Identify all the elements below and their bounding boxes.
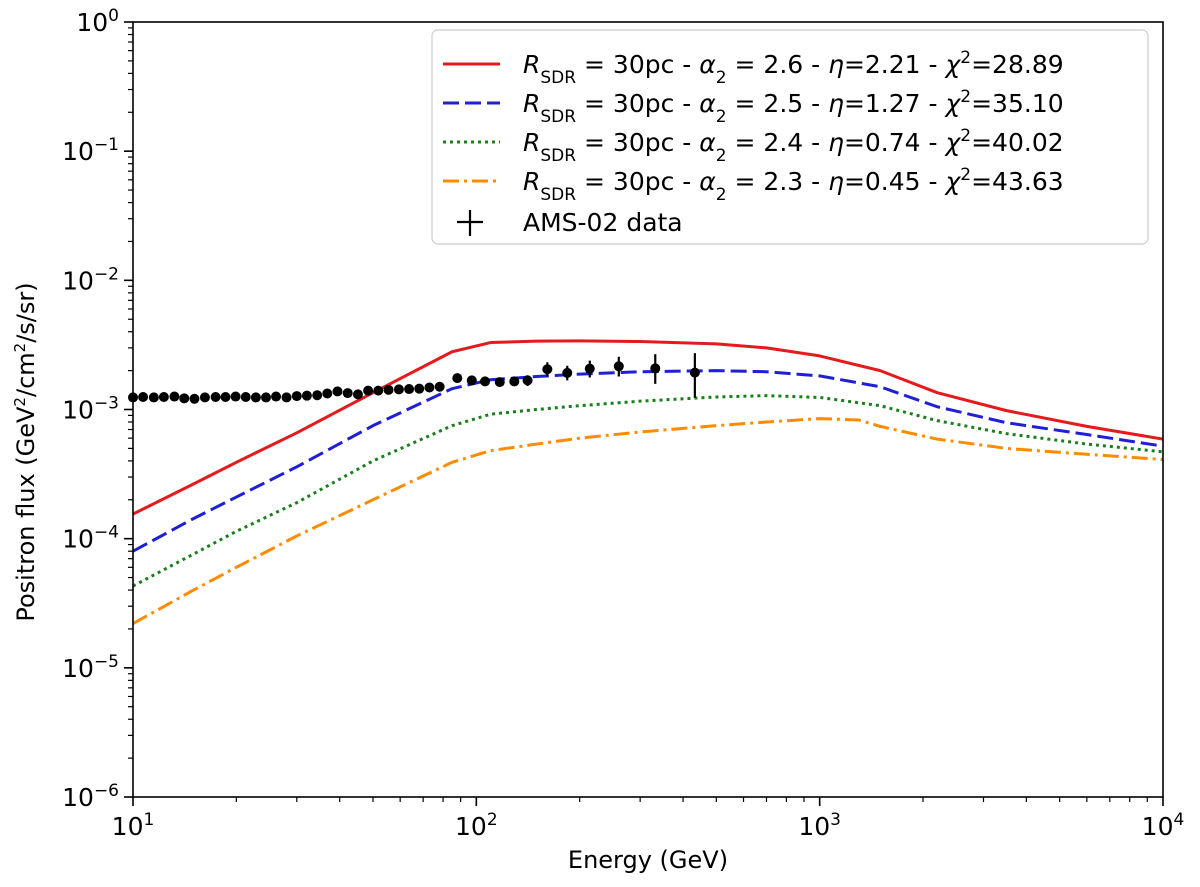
- x-tick-label: 104: [1142, 810, 1185, 841]
- ams-data-point: [312, 390, 323, 401]
- y-axis-label-sup2: 2: [11, 343, 29, 353]
- ams-data-point: [404, 384, 415, 395]
- ams-data-point: [230, 391, 241, 402]
- ams-data-point: [509, 376, 520, 387]
- ams-data-point: [179, 393, 190, 404]
- ams-data-point: [301, 390, 312, 401]
- ams-data-point: [584, 363, 595, 374]
- legend-entry-1: RSDR = 30pc - α2 = 2.6 - η=2.21 - χ2=28.…: [443, 48, 1064, 88]
- ams-data-point: [650, 363, 661, 374]
- legend-frame: [431, 29, 1149, 245]
- ams-data-point: [542, 364, 553, 375]
- y-tick-label: 10−1: [62, 135, 119, 166]
- ams-data-point: [522, 375, 533, 386]
- y-axis-label-prefix: Positron flux (GeV: [12, 406, 40, 622]
- series-line-2: [133, 369, 1163, 553]
- ams-data-point: [169, 391, 180, 402]
- ams-data-point: [494, 377, 505, 388]
- legend-entry-4: RSDR = 30pc - α2 = 2.3 - η=0.45 - χ2=43.…: [443, 165, 1064, 205]
- ams-data-point: [613, 361, 624, 372]
- axes: 101 102 103 104 10−6 10−5 10−4 10−3 10−2 10−1 100: [62, 6, 1184, 841]
- legend-entries: RSDR = 30pc - α2 = 2.6 - η=2.21 - χ2=28.…: [443, 48, 1064, 205]
- ams-data-point: [562, 367, 573, 378]
- ams-data-point: [271, 391, 282, 402]
- ams-data-point: [342, 388, 353, 399]
- ams-data-point: [240, 391, 251, 402]
- y-tick-label: 10−4: [62, 523, 119, 554]
- x-tick-label: 101: [112, 810, 155, 841]
- series-line-4: [133, 417, 1163, 625]
- legend-label: RSDR = 30pc - α2 = 2.4 - η=0.74 - χ2=40.…: [523, 126, 1064, 166]
- ams-data-point: [393, 384, 404, 395]
- ams-data-point: [352, 389, 363, 400]
- x-tick-label: 103: [798, 810, 841, 841]
- ams-data-point: [414, 383, 425, 394]
- ams-data-point: [373, 385, 384, 396]
- ams-data-point: [210, 391, 221, 402]
- x-axis-label: Energy (GeV): [568, 846, 728, 874]
- ams-data-point: [322, 388, 333, 399]
- ams-data-point: [250, 392, 261, 403]
- y-axis-label: Positron flux (GeV2/cm2/s/sr): [11, 282, 40, 621]
- ams-data-point: [689, 367, 700, 378]
- ams-data-point: [480, 376, 491, 387]
- series-line-3: [133, 394, 1163, 588]
- y-axis-label-sup1: 2: [11, 397, 29, 407]
- legend-ams-label: AMS-02 data: [523, 208, 683, 237]
- ams-data-point: [138, 391, 149, 402]
- legend-label: RSDR = 30pc - α2 = 2.3 - η=0.45 - χ2=43.…: [523, 165, 1064, 205]
- x-tick-label: 102: [455, 810, 498, 841]
- ams-data-point: [383, 384, 394, 395]
- ams-data-point: [148, 392, 159, 403]
- ams-data-point: [199, 392, 210, 403]
- ams-data-point: [466, 375, 477, 386]
- y-tick-label: 10−3: [62, 394, 119, 425]
- y-tick-label: 10−2: [62, 264, 119, 295]
- series-layer: [133, 339, 1163, 625]
- ams-data-point: [189, 393, 200, 404]
- ams-data-point: [332, 386, 343, 397]
- y-axis-label-mid: /cm: [12, 352, 40, 397]
- legend-entry-2: RSDR = 30pc - α2 = 2.5 - η=1.27 - χ2=35.…: [443, 87, 1064, 127]
- y-tick-label: 10−6: [62, 781, 119, 812]
- legend-label: RSDR = 30pc - α2 = 2.6 - η=2.21 - χ2=28.…: [523, 48, 1064, 88]
- ams-data-points: [128, 353, 700, 404]
- y-tick-label: 10−5: [62, 652, 119, 683]
- ams-data-point: [158, 391, 169, 402]
- legend-label: RSDR = 30pc - α2 = 2.5 - η=1.27 - χ2=35.…: [523, 87, 1064, 127]
- y-axis-label-suffix: /s/sr): [12, 282, 40, 342]
- series-line-1: [133, 339, 1163, 516]
- legend: RSDR = 30pc - α2 = 2.6 - η=2.21 - χ2=28.…: [431, 29, 1149, 245]
- ams-data-point: [220, 391, 231, 402]
- ams-data-point: [261, 392, 272, 403]
- legend-entry-3: RSDR = 30pc - α2 = 2.4 - η=0.74 - χ2=40.…: [443, 126, 1064, 166]
- legend-entry-ams: AMS-02 data: [457, 208, 683, 237]
- ams-data-point: [281, 392, 292, 403]
- y-tick-label: 100: [76, 6, 119, 37]
- ams-data-point: [424, 382, 435, 393]
- ams-data-point: [434, 381, 445, 392]
- ams-data-point: [452, 373, 463, 384]
- ams-data-point: [291, 391, 302, 402]
- ams-data-point: [363, 385, 374, 396]
